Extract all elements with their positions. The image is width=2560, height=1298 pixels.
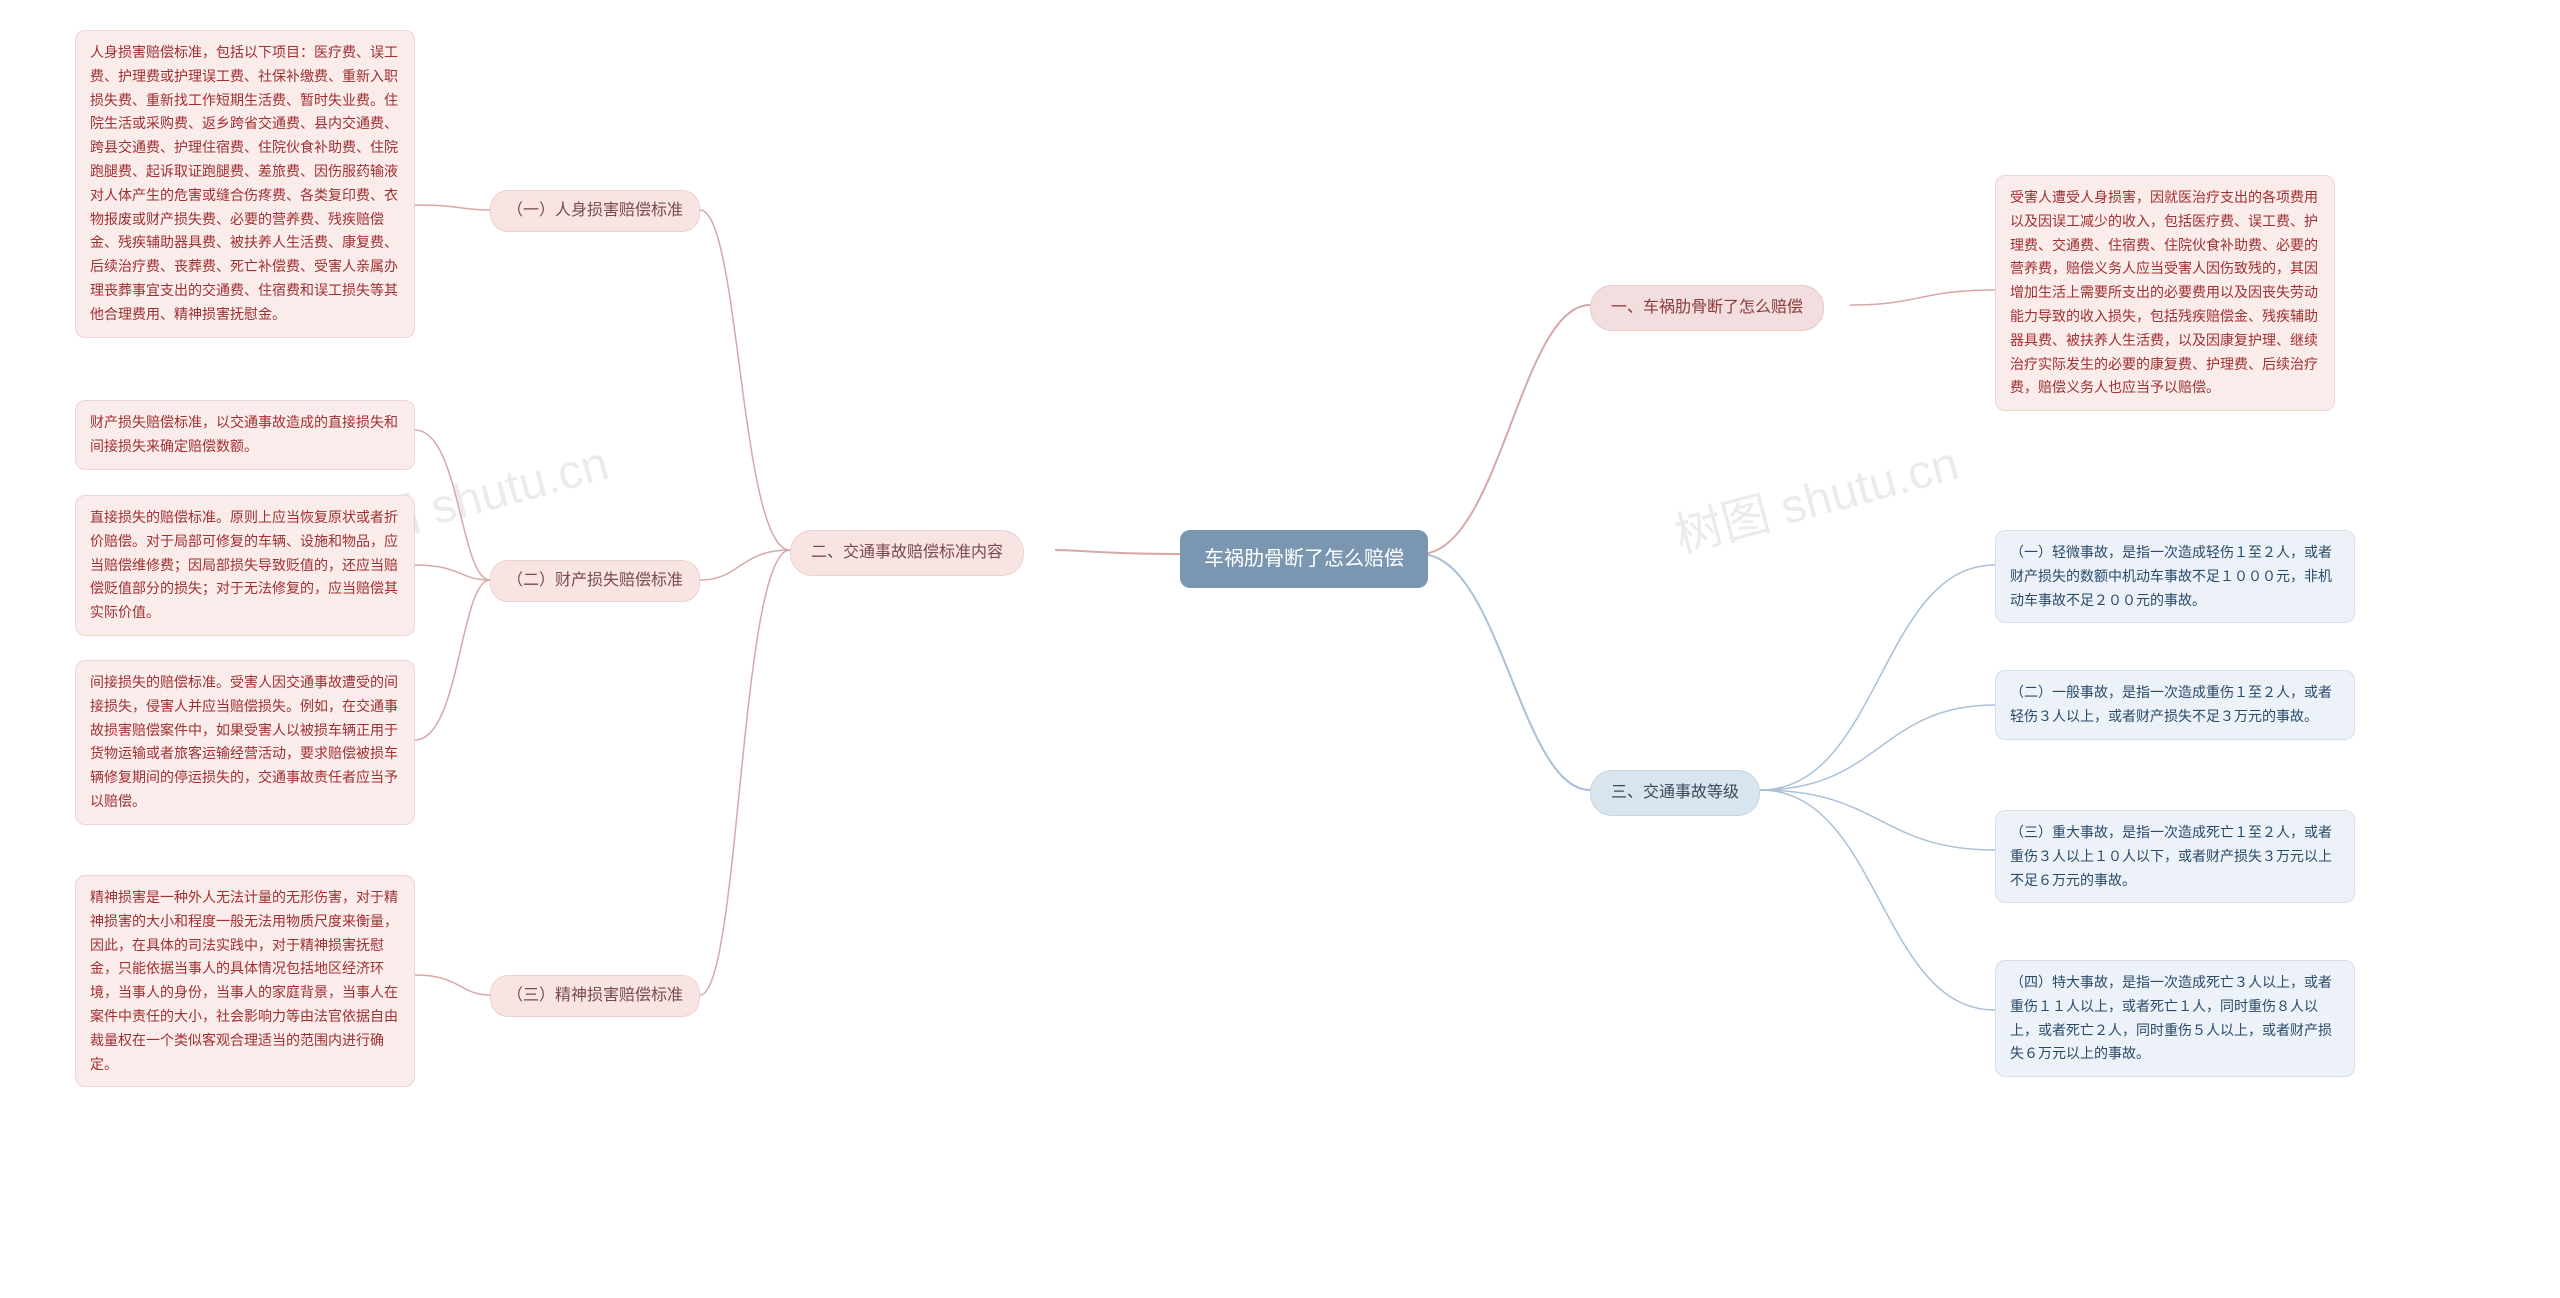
leaf-l1b1: 财产损失赔偿标准，以交通事故造成的直接损失和间接损失来确定赔偿数额。 [75, 400, 415, 470]
leaf-r2a: （一）轻微事故，是指一次造成轻伤１至２人，或者财产损失的数额中机动车事故不足１０… [1995, 530, 2355, 623]
leaf-r2b: （二）一般事故，是指一次造成重伤１至２人，或者轻伤３人以上，或者财产损失不足３万… [1995, 670, 2355, 740]
leaf-l1b3: 间接损失的赔偿标准。受害人因交通事故遭受的间接损失，侵害人并应当赔偿损失。例如，… [75, 660, 415, 825]
leaf-r1a: 受害人遭受人身损害，因就医治疗支出的各项费用以及因误工减少的收入，包括医疗费、误… [1995, 175, 2335, 411]
center-node[interactable]: 车祸肋骨断了怎么赔偿 [1180, 530, 1428, 588]
sub-l1c[interactable]: （三）精神损害赔偿标准 [490, 975, 700, 1017]
branch-r2[interactable]: 三、交通事故等级 [1590, 770, 1760, 816]
branch-r1[interactable]: 一、车祸肋骨断了怎么赔偿 [1590, 285, 1824, 331]
leaf-r2c: （三）重大事故，是指一次造成死亡１至２人，或者重伤３人以上１０人以下，或者财产损… [1995, 810, 2355, 903]
watermark: 树图 shutu.cn [1666, 424, 1965, 567]
leaf-l1a1: 人身损害赔偿标准，包括以下项目：医疗费、误工费、护理费或护理误工费、社保补缴费、… [75, 30, 415, 338]
leaf-l1c1: 精神损害是一种外人无法计量的无形伤害，对于精神损害的大小和程度一般无法用物质尺度… [75, 875, 415, 1087]
sub-l1b[interactable]: （二）财产损失赔偿标准 [490, 560, 700, 602]
branch-l1[interactable]: 二、交通事故赔偿标准内容 [790, 530, 1024, 576]
leaf-r2d: （四）特大事故，是指一次造成死亡３人以上，或者重伤１１人以上，或者死亡１人，同时… [1995, 960, 2355, 1077]
leaf-l1b2: 直接损失的赔偿标准。原则上应当恢复原状或者折价赔偿。对于局部可修复的车辆、设施和… [75, 495, 415, 636]
sub-l1a[interactable]: （一）人身损害赔偿标准 [490, 190, 700, 232]
